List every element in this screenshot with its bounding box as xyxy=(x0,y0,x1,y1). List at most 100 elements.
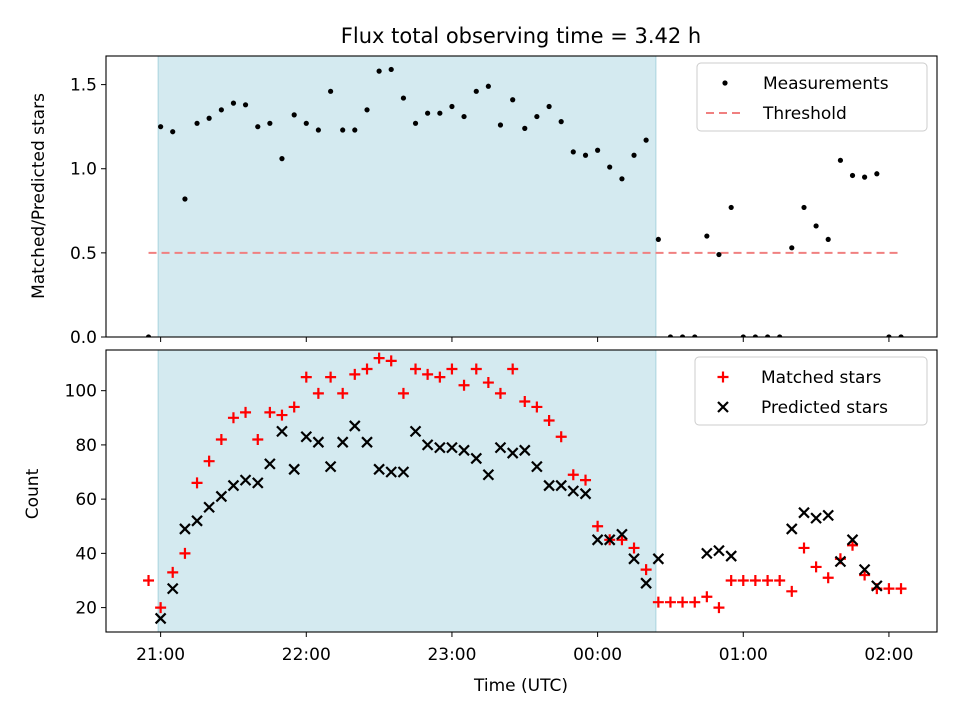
bottom-y-axis-label: Count xyxy=(23,468,43,519)
matched-stars-point xyxy=(762,574,774,586)
x-tick-label: 01:00 xyxy=(719,645,768,665)
x-tick-label: 22:00 xyxy=(282,645,331,665)
measurements-point xyxy=(607,164,613,170)
measurements-point xyxy=(692,334,698,337)
matched-stars-point xyxy=(373,352,385,364)
legend: Measurements Threshold xyxy=(696,62,928,132)
matched-stars-point xyxy=(300,371,312,383)
y-tick-label: 80 xyxy=(75,436,97,456)
measurements-point xyxy=(631,152,637,158)
measurements-point xyxy=(752,334,758,337)
predicted-stars-point xyxy=(239,474,252,486)
measurements-point xyxy=(874,171,880,177)
matched-stars-point xyxy=(288,401,300,413)
measurements-point xyxy=(825,236,831,243)
legend-label: Matched stars xyxy=(761,368,881,388)
predicted-stars-point xyxy=(785,523,798,535)
matched-stars-point xyxy=(749,574,761,586)
measurements-point xyxy=(801,204,807,211)
predicted-stars-point xyxy=(518,444,531,457)
plot-area xyxy=(143,352,907,625)
predicted-stars-point xyxy=(567,485,580,497)
predicted-stars-point xyxy=(409,425,422,438)
predicted-stars-point xyxy=(531,460,543,473)
measurements-point xyxy=(279,156,285,162)
measurements-point xyxy=(619,176,625,182)
measurements-point xyxy=(898,334,904,337)
predicted-stars-point xyxy=(166,582,179,595)
matched-stars-point xyxy=(276,409,288,421)
predicted-stars-point xyxy=(361,436,373,448)
matched-stars-point xyxy=(337,387,349,399)
predicted-stars-point xyxy=(215,490,228,503)
matched-stars-point xyxy=(227,412,239,424)
measurements-point xyxy=(862,174,868,180)
matched-stars-point xyxy=(701,591,713,603)
measurements-point xyxy=(716,251,722,258)
y-tick-label: 0.0 xyxy=(70,328,97,348)
measurements-point xyxy=(679,334,686,337)
measurements-point xyxy=(655,236,661,243)
matched-stars-point xyxy=(543,415,555,426)
top-y-axis-label: Matched/Predicted stars xyxy=(29,93,49,299)
legend-label: Predicted stars xyxy=(761,398,888,418)
x-axis-label: Time (UTC) xyxy=(473,676,568,696)
predicted-stars-point xyxy=(434,441,446,454)
matched-stars-point xyxy=(555,431,567,443)
measurements-point xyxy=(461,113,467,120)
measurements-point xyxy=(145,334,152,337)
measurements-point xyxy=(388,66,394,73)
matched-stars-point xyxy=(616,534,628,546)
matched-stars-point xyxy=(592,520,604,532)
measurements-point xyxy=(182,196,188,202)
legend-marker xyxy=(717,401,729,413)
legend: Matched stars Predicted stars xyxy=(694,356,928,426)
matched-stars-point xyxy=(895,583,907,595)
y-tick-label: 1.5 xyxy=(70,76,97,96)
predicted-stars-point xyxy=(300,430,313,443)
predicted-stars-point xyxy=(385,466,397,478)
matched-stars-point xyxy=(677,596,689,608)
matched-stars-point xyxy=(349,368,361,380)
matched-stars-point xyxy=(458,379,470,391)
matched-stars-point xyxy=(167,566,179,578)
measurements-point xyxy=(170,129,176,135)
matched-stars-point xyxy=(252,433,264,445)
measurements-point xyxy=(740,334,746,337)
matched-stars-point xyxy=(507,363,519,375)
legend-label: Measurements xyxy=(763,74,889,94)
matched-stars-point xyxy=(397,387,409,399)
measurements-point xyxy=(158,124,164,130)
matched-stars-point xyxy=(519,396,531,408)
matched-stars-point xyxy=(240,406,252,418)
measurements-point xyxy=(837,157,844,163)
plot-frame xyxy=(105,55,938,338)
legend-box xyxy=(696,62,928,132)
measurements-point xyxy=(485,83,491,89)
matched-stars-point xyxy=(494,387,506,399)
predicted-stars-point xyxy=(227,479,240,492)
measurements-point xyxy=(230,100,237,106)
measurements-point xyxy=(643,137,649,143)
predicted-stars-point xyxy=(397,466,410,478)
measurements-point xyxy=(728,204,734,211)
matched-stars-point xyxy=(810,561,822,573)
predicted-stars-point xyxy=(652,553,665,565)
predicted-stars-point xyxy=(458,444,470,457)
predicted-stars-point xyxy=(822,509,834,522)
measurements-point xyxy=(255,124,261,130)
predicted-stars-point xyxy=(373,463,385,476)
predicted-stars-point xyxy=(871,580,883,592)
matched-stars-point xyxy=(580,474,592,486)
matched-stars-point xyxy=(640,564,652,576)
measurements-point xyxy=(267,120,273,126)
predicted-stars-point xyxy=(810,512,822,524)
predicted-stars-point xyxy=(203,501,215,514)
predicted-stars-point xyxy=(616,528,628,541)
matched-stars-point xyxy=(798,542,810,554)
matched-stars-point xyxy=(179,547,191,559)
x-tick-label: 23:00 xyxy=(427,645,476,665)
predicted-stars-point xyxy=(713,544,725,557)
measurements-point xyxy=(194,120,200,126)
